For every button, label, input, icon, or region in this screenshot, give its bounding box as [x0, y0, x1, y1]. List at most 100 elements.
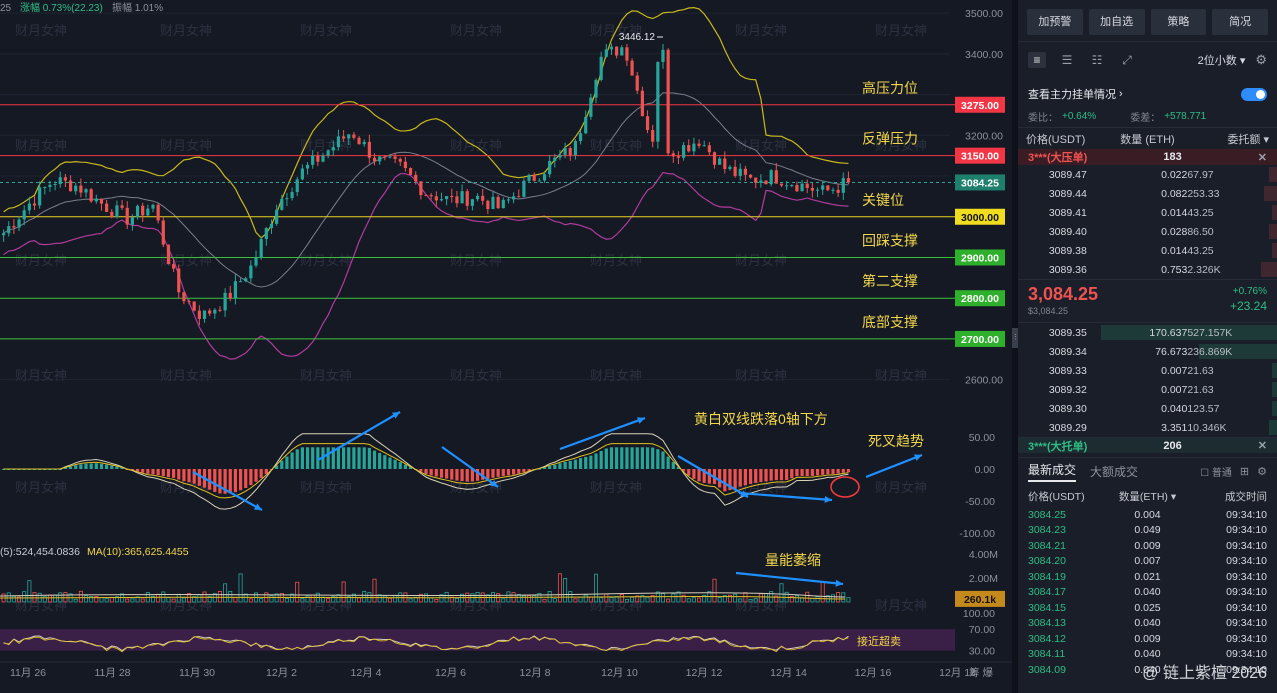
ask-row[interactable]: 3089.38 0.014 43.25 [1018, 241, 1277, 260]
ask-row[interactable]: 3089.47 0.022 67.97 [1018, 165, 1277, 184]
candle-body [223, 292, 227, 311]
row-price: 3089.35 [1048, 326, 1087, 339]
volume-bar [372, 578, 377, 603]
watchlist-button[interactable]: 加自选 [1088, 9, 1145, 35]
panel-splitter[interactable]: ⋮ [1012, 0, 1019, 693]
watermark-text: 财月女神 [160, 138, 212, 153]
strategy-button[interactable]: 策略 [1150, 9, 1207, 35]
candle-body [383, 156, 387, 158]
normal-checkbox[interactable]: ☐ 普通 [1200, 468, 1232, 479]
gear-icon[interactable]: ⚙ [1257, 466, 1267, 478]
ask-row[interactable]: 3089.41 0.014 43.25 [1018, 203, 1277, 222]
row-total: 2.326K [1187, 263, 1221, 276]
overview-button[interactable]: 简况 [1212, 9, 1268, 35]
book-header-total[interactable]: 委托额 ▾ [1227, 133, 1269, 146]
watermark-text: 财月女神 [15, 480, 67, 495]
candle-body [120, 205, 124, 208]
book-both-icon[interactable]: ≡ [1028, 51, 1046, 68]
candle-body [795, 185, 799, 192]
expand-icon[interactable]: ⊞ [1239, 466, 1250, 478]
trades-header-qty[interactable]: 数量(ETH) ▾ [1118, 490, 1177, 503]
macd-histogram-bar [455, 469, 459, 481]
macd-histogram-bar [548, 465, 552, 469]
candle-body [738, 168, 742, 176]
bid-row[interactable]: 3089.30 0.040 123.57 [1018, 399, 1277, 418]
macd-histogram-bar [527, 469, 531, 471]
macd-histogram-bar [759, 469, 763, 482]
bid-row[interactable]: 3089.29 3.351 10.346K [1018, 418, 1277, 437]
candle-body [615, 46, 619, 56]
trade-time: 09:34:10 [1226, 508, 1268, 521]
volume-bar [702, 594, 707, 603]
candle-body [821, 185, 825, 190]
candle-body [429, 195, 433, 197]
bid-row[interactable]: 3089.32 0.007 21.63 [1018, 380, 1277, 399]
candle-body [94, 198, 98, 202]
candle-body [285, 198, 289, 200]
bid-row[interactable]: 3089.33 0.007 21.63 [1018, 361, 1277, 380]
candle-body [12, 226, 16, 228]
candle-body [702, 145, 706, 147]
trade-qty: 0.004 [1134, 508, 1161, 521]
alert-button[interactable]: 加预警 [1027, 9, 1083, 35]
tab-latest-trades[interactable]: 最新成交 [1028, 461, 1077, 482]
main-force-toggle[interactable] [1241, 87, 1267, 101]
rsi-band [0, 629, 955, 651]
volume-bar [645, 596, 650, 603]
close-icon[interactable]: ✕ [1257, 151, 1267, 164]
macd-histogram-bar [826, 469, 830, 475]
book-bids-icon[interactable]: ☰ [1061, 52, 1073, 67]
volume-bar [542, 598, 547, 603]
date-axis-label: 11月 28 [95, 667, 131, 679]
rsi-axis-label: 30.00 [969, 646, 995, 658]
candle-body [414, 174, 418, 182]
decimals-select[interactable]: 2位小数 ▾ [1197, 54, 1246, 67]
volume-bar [295, 581, 300, 603]
trade-row: 3084.17 0.040 09:34:10 [1018, 585, 1277, 601]
candle-body [58, 177, 62, 185]
trade-time: 09:34:10 [1226, 555, 1268, 568]
macd-histogram-bar [135, 469, 140, 472]
last-price: 3,084.25 [1028, 284, 1099, 304]
trade-row: 3084.15 0.025 09:34:10 [1018, 600, 1277, 616]
ask-big-order[interactable]: 3***(大压单) 183 ✕ [1018, 149, 1277, 165]
volume-ma5-line [0, 592, 846, 598]
macd-histogram-bar [347, 447, 351, 469]
trade-qty: 0.040 [1134, 617, 1161, 630]
main-force-label[interactable]: 查看主力挂单情况 [1028, 89, 1116, 101]
expand-icon[interactable]: ⤢ [1122, 52, 1132, 67]
ask-row[interactable]: 3089.44 0.082 253.33 [1018, 184, 1277, 203]
bid-row[interactable]: 3089.34 76.673 236.869K [1018, 342, 1277, 361]
close-icon[interactable]: ✕ [1257, 440, 1267, 452]
volume-bar [686, 598, 691, 603]
candle-body [336, 136, 341, 148]
volume-bar [527, 595, 532, 603]
bid-row[interactable]: 3089.35 170.637 527.157K [1018, 323, 1277, 342]
macd-histogram-bar [815, 469, 820, 476]
gear-icon[interactable]: ⚙ [1255, 51, 1267, 67]
book-asks-icon[interactable]: ☷ [1091, 52, 1103, 67]
candle-body [7, 226, 11, 234]
ask-row[interactable]: 3089.36 0.753 2.326K [1018, 260, 1277, 279]
ask-row[interactable]: 3089.40 0.028 86.50 [1018, 222, 1277, 241]
level-label: 关键位 [862, 192, 904, 208]
macd-histogram-bar [244, 469, 248, 489]
trend-arrow [559, 416, 646, 451]
macd-histogram-bar [264, 469, 268, 475]
candle-body [548, 160, 552, 175]
macd-histogram-bar [810, 469, 814, 476]
candle-body [475, 195, 480, 200]
trend-arrow-head [490, 479, 498, 487]
trade-qty: 0.025 [1134, 601, 1161, 614]
trade-row: 3084.12 0.009 09:34:10 [1018, 631, 1277, 647]
macd-histogram-bar [311, 447, 315, 469]
tab-large-trades[interactable]: 大额成交 [1090, 465, 1139, 479]
bid-big-order[interactable]: 3***(大托单) 206 ✕ [1018, 437, 1277, 453]
candle-body [372, 157, 377, 162]
ask-big-label: 3***(大压单) [1028, 152, 1088, 164]
trade-price: 3084.23 [1028, 524, 1066, 537]
candle-body [130, 217, 134, 225]
volume-bar [94, 596, 99, 603]
row-qty: 0.753 [1161, 263, 1188, 276]
